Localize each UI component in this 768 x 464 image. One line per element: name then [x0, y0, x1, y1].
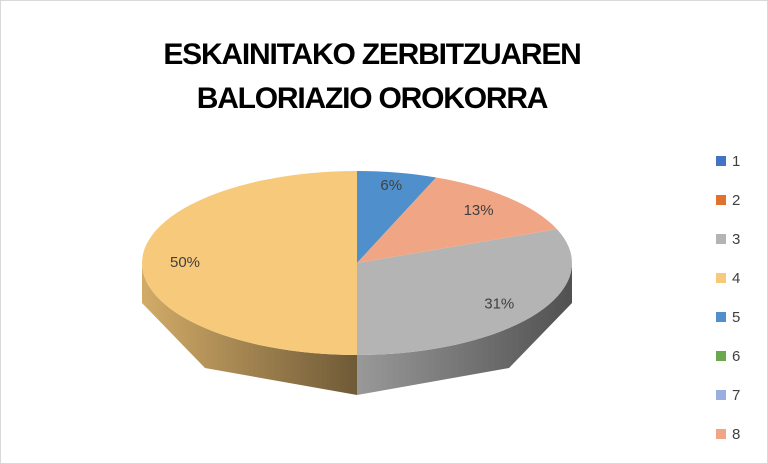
chart-title-line: BALORIAZIO OROKORRA — [197, 82, 548, 115]
legend-label: 3 — [732, 231, 740, 248]
legend-label: 4 — [732, 270, 740, 287]
legend-label: 5 — [732, 309, 740, 326]
legend-swatch — [716, 234, 726, 244]
legend-swatch — [716, 429, 726, 439]
slice — [357, 177, 557, 263]
data-label: 31% — [484, 295, 514, 312]
legend-swatch — [716, 312, 726, 322]
data-label: 50% — [170, 254, 200, 271]
data-label: 6% — [380, 177, 402, 194]
legend-label: 6 — [732, 348, 740, 365]
legend-label: 8 — [732, 426, 740, 443]
legend-swatch — [716, 390, 726, 400]
slice-side — [357, 263, 572, 395]
legend-label: 7 — [732, 387, 740, 404]
legend-swatch — [716, 156, 726, 166]
slice-side — [142, 263, 357, 395]
slice — [142, 171, 357, 355]
chart-title-line: ESKAINITAKO ZERBITZUAREN — [163, 38, 580, 71]
legend-swatch — [716, 195, 726, 205]
slice — [357, 229, 572, 355]
data-label: 13% — [464, 202, 494, 219]
legend-swatch — [716, 273, 726, 283]
legend-label: 2 — [732, 192, 740, 209]
legend-label: 1 — [732, 153, 740, 170]
slice — [357, 171, 437, 263]
legend-swatch — [716, 351, 726, 361]
